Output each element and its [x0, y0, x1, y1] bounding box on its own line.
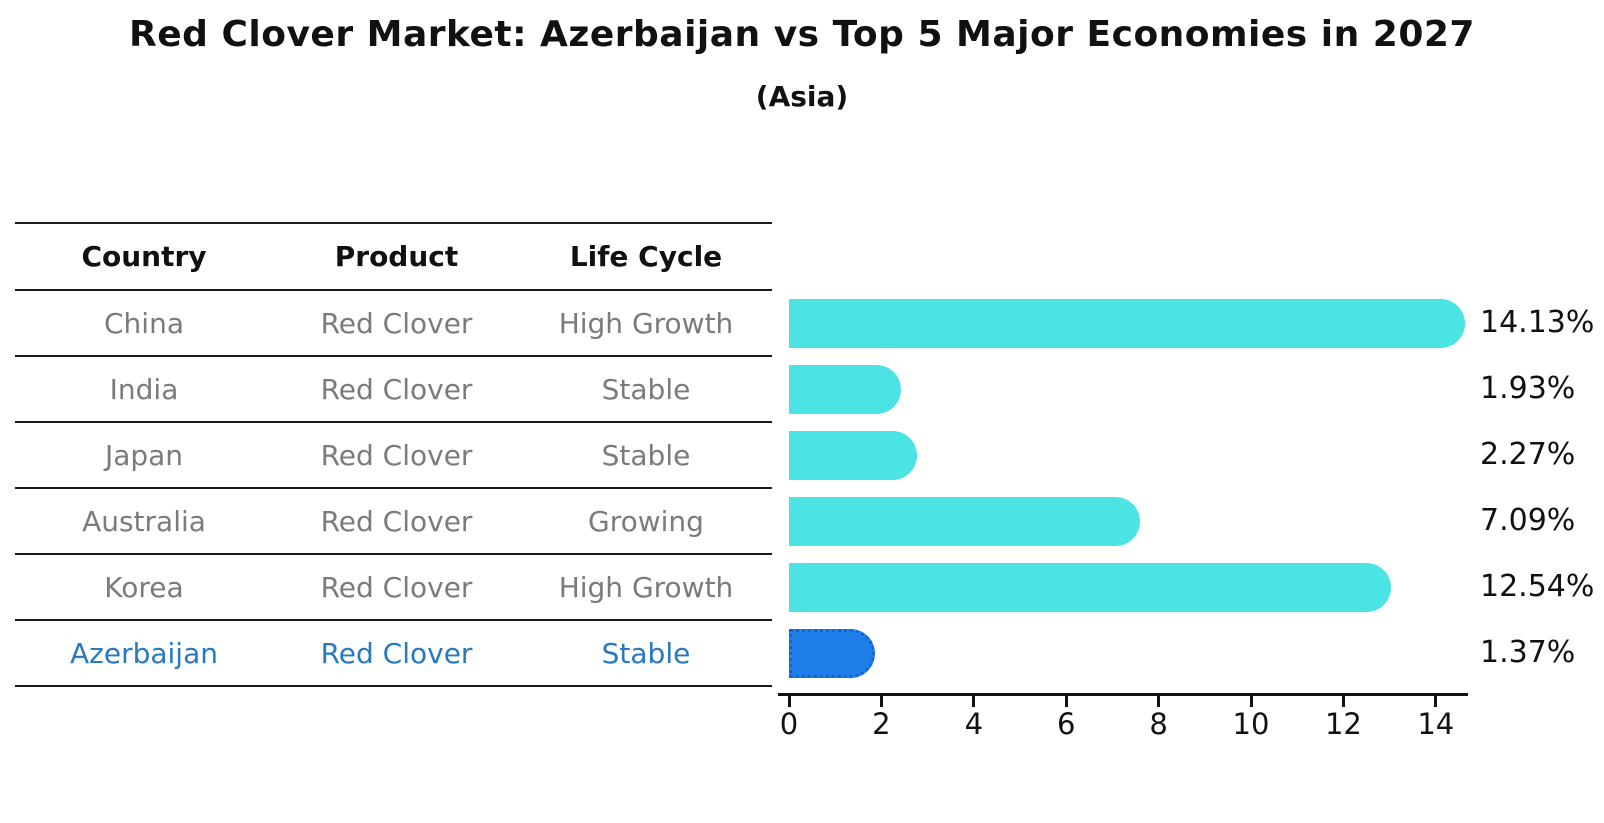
country-table: Country Product Life Cycle China Red Clover… — [15, 222, 772, 687]
bar-azerbaijan — [789, 628, 876, 678]
value-label: 2.27% — [1480, 437, 1576, 472]
table-row: Japan Red Clover Stable — [15, 423, 772, 489]
table-row: Australia Red Clover Growing — [15, 489, 772, 555]
x-axis-tick — [1064, 696, 1068, 707]
table-header-row: Country Product Life Cycle — [15, 224, 772, 291]
bar-india — [789, 364, 902, 414]
x-axis-tick-label: 6 — [1056, 707, 1076, 741]
x-axis-tick-label: 14 — [1417, 707, 1455, 741]
x-axis-tick — [1157, 696, 1161, 707]
column-header-life-cycle: Life Cycle — [569, 240, 723, 273]
value-label: 1.37% — [1480, 635, 1576, 670]
bar-australia — [789, 496, 1140, 546]
bar-china — [789, 298, 1465, 348]
table-cell-product: Red Clover — [320, 372, 473, 406]
x-axis-line — [778, 693, 1468, 696]
x-axis-tick-label: 8 — [1149, 707, 1168, 741]
bar-japan — [789, 430, 917, 480]
table-body: China Red Clover High Growth India Red Clove… — [15, 291, 772, 687]
table-cell-product: Red Clover — [320, 570, 473, 604]
table-cell-life-cycle: High Growth — [558, 570, 734, 604]
table-cell-country: Korea — [104, 570, 184, 604]
value-label: 7.09% — [1480, 503, 1576, 538]
x-axis-tick — [1249, 696, 1253, 707]
table-cell-country: China — [104, 306, 184, 340]
table-cell-life-cycle: Stable — [601, 636, 691, 670]
table-cell-country: Azerbaijan — [70, 636, 218, 670]
table-cell-country: Australia — [82, 504, 206, 538]
value-label: 12.54% — [1480, 569, 1595, 604]
x-axis-tick-label: 10 — [1232, 707, 1270, 741]
table-row: Azerbaijan Red Clover Stable — [15, 621, 772, 687]
table-row: Korea Red Clover High Growth — [15, 555, 772, 621]
x-axis-tick — [787, 696, 791, 707]
table-cell-life-cycle: High Growth — [558, 306, 734, 340]
x-axis-tick — [972, 696, 976, 707]
chart-title: Red Clover Market: Azerbaijan vs Top 5 M… — [129, 14, 1475, 55]
column-header-product: Product — [334, 240, 459, 273]
table-cell-product: Red Clover — [320, 438, 473, 472]
table-cell-product: Red Clover — [320, 504, 473, 538]
x-axis-tick — [879, 696, 883, 707]
bar-korea — [789, 562, 1392, 612]
value-label: 14.13% — [1480, 305, 1595, 340]
chart-subtitle: (Asia) — [755, 80, 849, 113]
x-axis-tick-label: 12 — [1324, 707, 1362, 741]
x-axis-tick-label: 0 — [779, 707, 799, 741]
table-cell-product: Red Clover — [320, 306, 473, 340]
table-cell-life-cycle: Growing — [588, 504, 704, 538]
table-row: China Red Clover High Growth — [15, 291, 772, 357]
value-label: 1.93% — [1480, 371, 1576, 406]
x-axis-tick-label: 2 — [872, 707, 891, 741]
table-cell-country: India — [109, 372, 179, 406]
x-axis-tick-label: 4 — [964, 707, 984, 741]
table-cell-product: Red Clover — [320, 636, 473, 670]
x-axis-tick — [1434, 696, 1438, 707]
table-cell-life-cycle: Stable — [601, 438, 691, 472]
table-cell-life-cycle: Stable — [601, 372, 691, 406]
x-axis-tick — [1341, 696, 1345, 707]
column-header-country: Country — [81, 240, 207, 273]
table-row: India Red Clover Stable — [15, 357, 772, 423]
table-cell-country: Japan — [104, 438, 184, 472]
